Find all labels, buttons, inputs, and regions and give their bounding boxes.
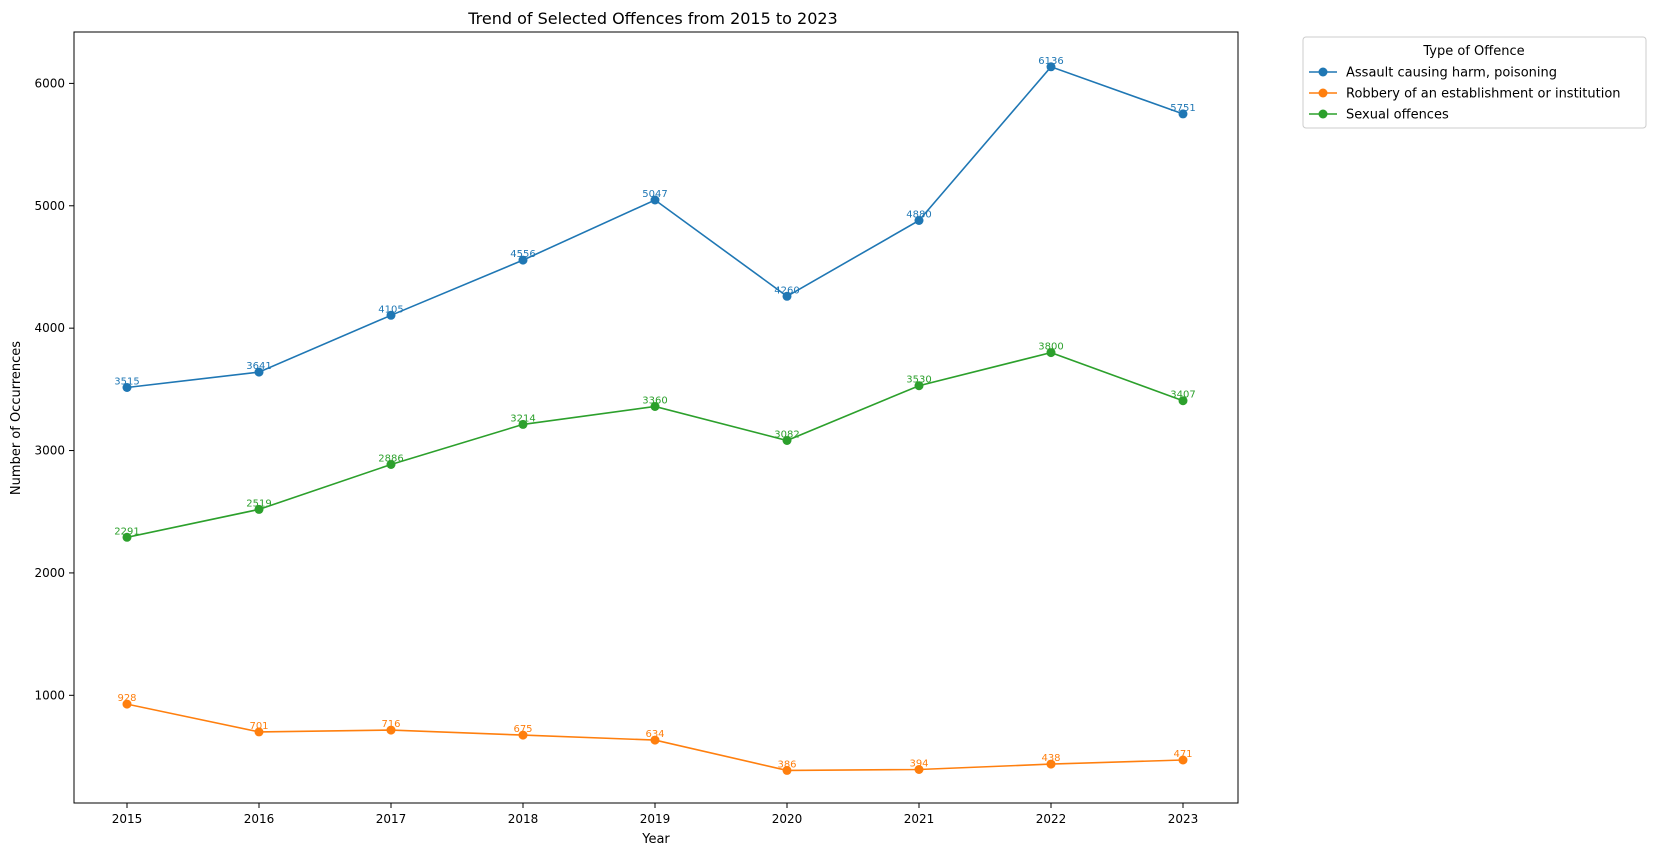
chart-title: Trend of Selected Offences from 2015 to …	[467, 9, 837, 28]
series-line	[126, 65, 1184, 389]
data-label: 3800	[1038, 342, 1063, 353]
data-label: 3515	[114, 377, 139, 388]
x-tick-label: 2021	[904, 812, 935, 826]
legend-swatch-marker	[1318, 109, 1328, 119]
legend: Type of Offence Assault causing harm, po…	[1302, 36, 1647, 129]
data-label: 634	[645, 729, 664, 740]
legend-swatch-marker	[1318, 67, 1328, 77]
x-tick-label: 2018	[508, 812, 539, 826]
data-point	[1046, 759, 1056, 769]
data-point	[122, 383, 132, 392]
data-label: 675	[513, 724, 532, 735]
x-tick-label: 2016	[244, 812, 275, 826]
data-label: 4105	[378, 304, 403, 315]
series-line	[126, 351, 1184, 539]
data-point	[386, 310, 396, 320]
data-label: 3641	[246, 361, 271, 372]
data-label: 2519	[246, 498, 271, 509]
data-point	[914, 381, 924, 391]
data-label: 3530	[906, 375, 931, 386]
data-label: 928	[117, 693, 136, 704]
data-label: 386	[777, 759, 796, 770]
data-label: 4880	[906, 210, 931, 221]
x-tick-label: 2023	[1168, 812, 1199, 826]
data-point	[518, 419, 528, 429]
data-label: 3360	[642, 396, 667, 407]
data-point	[254, 504, 264, 514]
y-axis: 1000 2000 3000 4000 5000 6000	[34, 76, 74, 702]
legend-label: Sexual offences	[1346, 108, 1449, 123]
x-axis-label: Year	[641, 832, 670, 847]
data-label: 4556	[510, 249, 535, 260]
data-point	[650, 402, 660, 411]
legend-entry: Assault causing harm, poisoning	[1309, 66, 1557, 81]
legend-entries: Assault causing harm, poisoning Robbery o…	[1309, 66, 1621, 123]
data-point	[1046, 348, 1056, 358]
data-point	[386, 460, 396, 469]
data-point	[914, 765, 924, 774]
data-point	[1178, 396, 1188, 406]
legend-entry: Robbery of an establishment or instituti…	[1309, 87, 1621, 102]
plot-area	[73, 31, 1239, 804]
data-point	[1178, 109, 1188, 119]
data-point	[254, 367, 264, 377]
data-point	[650, 195, 660, 205]
x-tick-label: 2015	[112, 812, 143, 826]
data-point	[782, 291, 792, 301]
y-tick-label: 3000	[34, 444, 65, 458]
x-tick-label: 2019	[640, 812, 671, 826]
data-label: 394	[909, 759, 928, 770]
y-tick-label: 2000	[34, 566, 65, 580]
data-point	[254, 727, 264, 737]
legend-label: Robbery of an establishment or instituti…	[1346, 87, 1621, 102]
x-tick-label: 2017	[376, 812, 407, 826]
data-label: 471	[1173, 749, 1192, 760]
series-layer: 3515 3641 4105 4556 5047 4260 4880 6136 5751 928 7…	[114, 56, 1196, 775]
series-3: 2291 2519 2886 3214 3360 3082 3530 3800 3407	[114, 342, 1196, 542]
data-label: 5047	[642, 189, 667, 200]
data-label: 438	[1041, 753, 1060, 764]
data-label: 5751	[1170, 103, 1195, 114]
legend-title: Type of Offence	[1422, 44, 1524, 59]
data-point	[122, 699, 132, 709]
data-point	[518, 730, 528, 740]
y-tick-label: 6000	[34, 76, 65, 90]
series-1: 3515 3641 4105 4556 5047 4260 4880 6136 5751	[114, 56, 1196, 392]
data-label: 4260	[774, 285, 799, 296]
x-tick-label: 2022	[1036, 812, 1067, 826]
data-label: 2886	[378, 454, 403, 465]
y-tick-label: 1000	[34, 688, 65, 702]
y-tick-label: 5000	[34, 199, 65, 213]
data-label: 2291	[114, 526, 139, 537]
data-label: 701	[249, 721, 268, 732]
data-point	[122, 532, 132, 542]
legend-swatch-marker	[1318, 88, 1328, 98]
legend-label: Assault causing harm, poisoning	[1346, 66, 1557, 81]
data-point	[386, 725, 396, 735]
data-point	[782, 765, 792, 775]
data-point	[914, 216, 924, 225]
series-2: 928 701 716 675 634 386 394 438 471	[117, 693, 1193, 775]
y-tick-label: 4000	[34, 321, 65, 335]
data-label: 3082	[774, 430, 799, 441]
x-tick-label: 2020	[772, 812, 803, 826]
data-label: 716	[381, 719, 400, 730]
data-point	[1046, 62, 1056, 72]
data-point	[782, 436, 792, 445]
data-point	[1178, 755, 1188, 765]
y-axis-label: Number of Occurrences	[9, 341, 24, 495]
data-point	[650, 735, 660, 745]
data-point	[518, 255, 528, 265]
data-label: 6136	[1038, 56, 1063, 67]
x-axis: 2015 2016 2017 2018 2019 2020 2021 2022 2023	[112, 803, 1199, 826]
data-label: 3214	[510, 413, 535, 424]
legend-entry: Sexual offences	[1309, 108, 1449, 123]
legend-frame	[1302, 36, 1647, 129]
data-label: 3407	[1170, 390, 1195, 401]
